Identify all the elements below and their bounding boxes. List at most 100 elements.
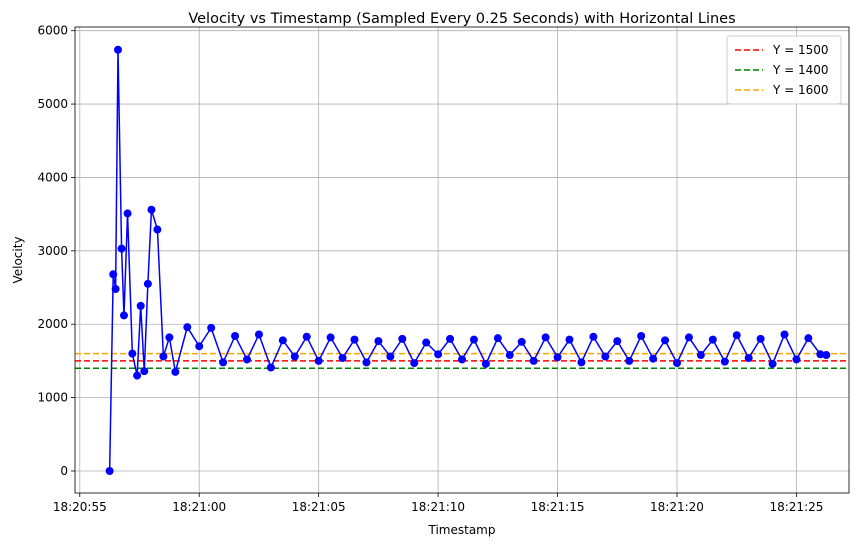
data-point bbox=[153, 225, 162, 234]
data-point bbox=[505, 351, 514, 360]
data-point bbox=[398, 334, 407, 343]
x-axis-ticks: 18:20:55 18:21:00 18:21:05 18:21:10 18:21:15… bbox=[53, 493, 823, 514]
data-point bbox=[350, 335, 359, 344]
data-point bbox=[140, 367, 149, 376]
x-tick-label: 18:20:55 bbox=[53, 500, 107, 514]
grid-lines bbox=[75, 27, 849, 493]
data-point bbox=[792, 355, 801, 364]
data-point bbox=[109, 270, 118, 279]
data-point bbox=[649, 354, 658, 363]
data-point bbox=[744, 353, 753, 362]
y-tick-label: 5000 bbox=[37, 97, 68, 111]
data-point bbox=[119, 311, 128, 320]
x-tick-label: 18:21:00 bbox=[172, 500, 226, 514]
data-point bbox=[338, 353, 347, 362]
data-point bbox=[105, 466, 114, 475]
data-point bbox=[601, 352, 610, 361]
data-point bbox=[493, 334, 502, 343]
data-point bbox=[123, 209, 132, 218]
y-tick-label: 6000 bbox=[37, 24, 68, 38]
x-tick-label: 18:21:15 bbox=[531, 500, 585, 514]
data-point bbox=[553, 353, 562, 362]
series-velocity bbox=[105, 45, 831, 475]
y-tick-label: 4000 bbox=[37, 170, 68, 184]
chart-title: Velocity vs Timestamp (Sampled Every 0.2… bbox=[188, 11, 735, 27]
data-point bbox=[326, 333, 335, 342]
data-point bbox=[111, 284, 120, 293]
data-point bbox=[458, 355, 466, 364]
data-point bbox=[159, 352, 168, 361]
data-point bbox=[756, 334, 765, 343]
data-point bbox=[165, 333, 174, 342]
legend: Y = 1500 Y = 1400 Y = 1600 bbox=[726, 35, 842, 105]
legend-box bbox=[726, 35, 842, 105]
data-point bbox=[410, 359, 419, 368]
data-point bbox=[266, 363, 275, 372]
data-point bbox=[708, 335, 717, 344]
data-point bbox=[278, 336, 287, 345]
x-tick-label: 18:21:10 bbox=[411, 500, 465, 514]
data-point bbox=[816, 350, 825, 359]
data-point bbox=[481, 359, 490, 368]
data-point bbox=[374, 337, 383, 346]
plot-frame bbox=[74, 26, 850, 494]
data-point bbox=[114, 45, 122, 54]
legend-label: Y = 1600 bbox=[772, 83, 829, 97]
x-tick-label: 18:21:25 bbox=[769, 500, 823, 514]
data-point bbox=[517, 337, 526, 346]
data-point bbox=[143, 279, 152, 288]
data-point bbox=[183, 323, 192, 332]
data-point bbox=[804, 334, 813, 343]
data-point bbox=[171, 367, 180, 376]
data-point bbox=[302, 332, 311, 341]
data-point bbox=[577, 358, 586, 367]
data-point bbox=[541, 333, 550, 342]
data-point bbox=[136, 301, 145, 310]
y-axis-ticks: 0 1000 2000 3000 4000 5000 6000 bbox=[37, 24, 75, 478]
data-point bbox=[446, 334, 455, 343]
data-point bbox=[469, 335, 478, 344]
x-axis-label: Timestamp bbox=[428, 523, 496, 537]
data-point bbox=[195, 342, 204, 351]
data-point bbox=[780, 330, 789, 339]
data-point bbox=[637, 331, 646, 340]
data-point bbox=[732, 331, 741, 340]
data-point bbox=[147, 205, 156, 214]
y-tick-label: 2000 bbox=[37, 317, 68, 331]
data-point bbox=[133, 371, 142, 380]
data-point bbox=[625, 356, 634, 365]
data-point bbox=[613, 337, 622, 346]
legend-label: Y = 1500 bbox=[772, 43, 829, 57]
data-point bbox=[243, 355, 251, 364]
data-point bbox=[661, 336, 670, 345]
data-point bbox=[529, 356, 538, 365]
data-point bbox=[128, 349, 137, 358]
y-tick-label: 1000 bbox=[37, 391, 68, 405]
data-point bbox=[117, 244, 126, 253]
data-point bbox=[768, 359, 777, 368]
data-point bbox=[422, 338, 431, 347]
data-point bbox=[219, 358, 228, 367]
data-point bbox=[684, 333, 693, 342]
y-tick-label: 0 bbox=[60, 464, 68, 478]
data-point bbox=[565, 335, 574, 344]
data-point bbox=[696, 351, 705, 360]
y-axis-label: Velocity bbox=[11, 236, 25, 283]
x-tick-label: 18:21:05 bbox=[292, 500, 346, 514]
data-point bbox=[314, 356, 323, 365]
data-point bbox=[362, 358, 371, 367]
data-point bbox=[231, 331, 240, 340]
data-point bbox=[434, 350, 443, 359]
data-point bbox=[589, 332, 598, 341]
data-point bbox=[673, 359, 681, 368]
y-tick-label: 3000 bbox=[37, 244, 68, 258]
data-point bbox=[386, 352, 395, 361]
data-point bbox=[822, 351, 831, 360]
data-point bbox=[207, 323, 216, 332]
data-point bbox=[290, 352, 299, 361]
legend-label: Y = 1400 bbox=[772, 63, 829, 77]
series-line bbox=[108, 49, 827, 471]
x-tick-label: 18:21:20 bbox=[650, 500, 704, 514]
data-point bbox=[720, 357, 729, 366]
